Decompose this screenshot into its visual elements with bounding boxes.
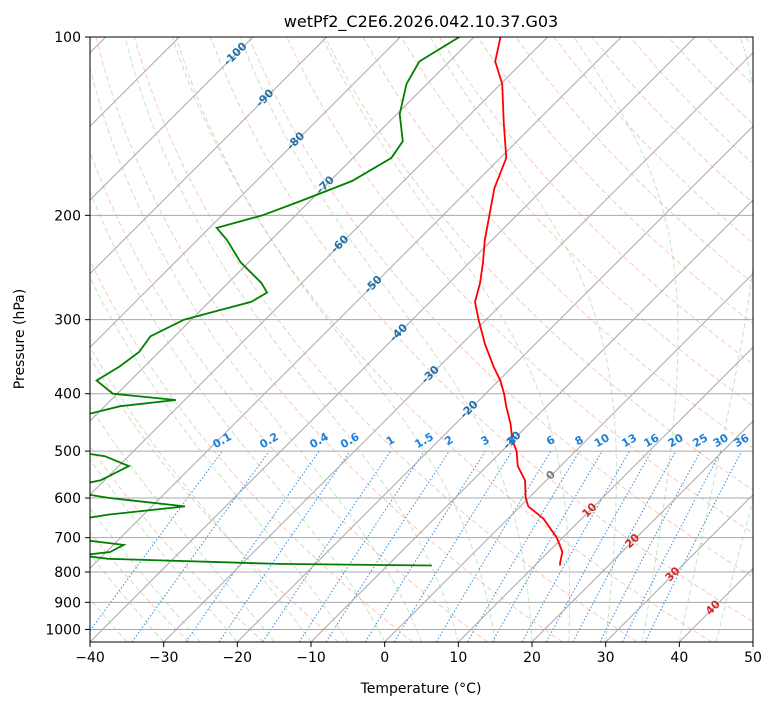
- dry-adiabat: [133, 37, 638, 642]
- dry-adiabat: [90, 531, 190, 642]
- isotherm-line: [90, 37, 401, 349]
- x-tick-label: 50: [744, 650, 762, 666]
- mixing-ratio-lines: [90, 450, 743, 642]
- moist-adiabat: [715, 497, 753, 642]
- isotherm-line: [752, 641, 753, 642]
- mixing-ratio-line: [644, 450, 743, 642]
- x-tick-label: −20: [223, 650, 253, 666]
- mixing-ratio-line: [521, 450, 630, 642]
- mixing-ratio-line: [545, 450, 653, 642]
- isotherm-line: [90, 37, 328, 275]
- mixing-ratio-line: [218, 450, 351, 642]
- dry-adiabat: [90, 445, 264, 642]
- y-tick-label: 1000: [45, 622, 81, 638]
- dry-adiabat: [438, 37, 753, 366]
- y-tick-label: 400: [54, 387, 81, 403]
- mixing-ratio-line: [393, 450, 513, 642]
- isotherm-line: [163, 51, 753, 642]
- moist-adiabat: [678, 37, 753, 642]
- dry-adiabat: [400, 37, 753, 407]
- moist-adiabat: [90, 189, 386, 642]
- y-tick-label: 900: [54, 595, 81, 611]
- x-tick-label: −40: [75, 650, 105, 666]
- x-tick-label: 30: [597, 650, 615, 666]
- y-tick-label: 500: [54, 444, 81, 460]
- y-tick-label: 600: [54, 491, 81, 507]
- x-tick-label: 0: [380, 650, 389, 666]
- dry-adiabat: [90, 150, 488, 642]
- x-axis-label: Temperature (°C): [360, 681, 482, 697]
- mixing-ratio-line: [90, 450, 223, 632]
- x-axis-ticks: −40 −30 −20 −10 0 10 20 30 40 50: [75, 642, 762, 666]
- moist-adiabat: [124, 37, 459, 642]
- mixing-ratio-line: [325, 450, 450, 642]
- mixing-ratio-line: [262, 450, 392, 642]
- dry-adiabat: [171, 37, 712, 642]
- x-tick-label: 40: [670, 650, 688, 666]
- moist-adiabats: [90, 37, 753, 642]
- mixing-ratio-line: [364, 450, 486, 642]
- moist-adiabat: [90, 66, 422, 642]
- mixing-ratio-line: [185, 450, 320, 642]
- dewpoint-line: [90, 37, 460, 567]
- isotherm-line: [236, 125, 753, 642]
- isotherm-line: [457, 346, 753, 642]
- moist-adiabat: [429, 37, 617, 642]
- moist-adiabat: [321, 37, 571, 642]
- y-tick-label: 200: [54, 208, 81, 224]
- isotherm-line: [605, 493, 753, 642]
- moist-adiabat: [239, 37, 533, 642]
- isobar-grid: [90, 37, 753, 630]
- isotherm-line: [384, 272, 753, 642]
- moist-adiabat: [175, 37, 496, 642]
- dry-adiabat: [210, 37, 753, 623]
- mixing-ratio-line: [131, 450, 270, 642]
- moist-adiabat: [90, 458, 238, 642]
- y-axis-ticks: 100 200 300 400 500 600 700 800 900 1000: [45, 30, 90, 638]
- mixing-ratio-line: [621, 450, 722, 642]
- plot-frame: [89, 36, 754, 643]
- x-tick-label: 10: [449, 650, 467, 666]
- dry-adiabat: [90, 356, 339, 642]
- x-tick-label: 20: [523, 650, 541, 666]
- mixing-ratio-line: [435, 450, 552, 642]
- x-tick-label: −10: [296, 650, 326, 666]
- profile-lines: [90, 37, 564, 567]
- isotherm-line: [310, 199, 753, 642]
- dry-adiabat: [248, 37, 753, 578]
- moist-adiabat: [90, 276, 349, 642]
- y-axis-label: Pressure (hPa): [12, 289, 28, 389]
- chart-title: wetPf2_C2E6.2026.042.10.37.G03: [284, 12, 558, 32]
- isotherm-line: [531, 420, 753, 642]
- isotherm-line: [90, 37, 549, 496]
- x-tick-label: −30: [149, 650, 179, 666]
- y-tick-label: 700: [54, 531, 81, 547]
- mixing-ratio-line: [599, 450, 701, 642]
- temperature-line: [474, 37, 564, 566]
- isotherm-grid: [90, 37, 753, 642]
- moist-adiabat: [573, 37, 679, 642]
- dry-adiabats: [90, 37, 753, 642]
- plot-area: [90, 37, 753, 642]
- mixing-ratio-line: [298, 450, 425, 642]
- isotherm-line: [90, 37, 622, 570]
- moist-adiabat: [90, 405, 275, 642]
- isotherm-line: [90, 37, 475, 422]
- y-tick-label: 100: [54, 30, 81, 46]
- mixing-ratio-line: [572, 450, 677, 642]
- dry-adiabat: [324, 37, 753, 491]
- dry-adiabat: [515, 37, 753, 284]
- isotherm-line: [90, 37, 696, 642]
- y-tick-label: 800: [54, 565, 81, 581]
- dry-adiabat: [95, 37, 563, 642]
- isotherm-line: [90, 37, 254, 201]
- y-tick-label: 300: [54, 313, 81, 329]
